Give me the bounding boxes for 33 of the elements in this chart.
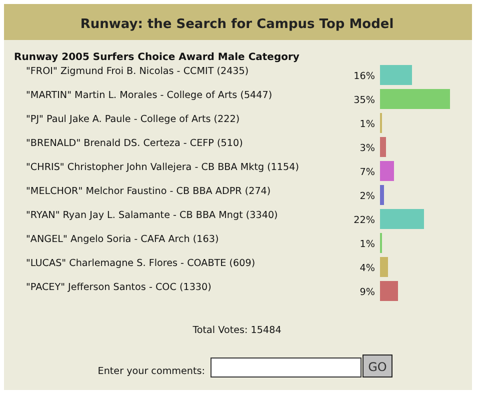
data-label: 16% (354, 71, 375, 82)
bar (380, 161, 394, 181)
text: Enter your comments: (98, 366, 205, 377)
data-label: 4% (360, 263, 375, 274)
data-label: 35% (354, 95, 375, 106)
y-tick-label: "PACEY" Jefferson Santos - COC (1330) (26, 282, 212, 293)
data-label: 22% (354, 215, 375, 226)
y-tick-label: "PJ" Paul Jake A. Paule - College of Arts (222) (26, 114, 240, 125)
text: Runway 2005 Surfers Choice Award Male Category (14, 52, 300, 63)
y-tick-label: "BRENALD" Brenald DS. Certeza - CEFP (510) (26, 138, 243, 149)
bar (380, 65, 412, 85)
bar (380, 257, 388, 277)
y-tick-label: "RYAN" Ryan Jay L. Salamante - CB BBA Mngt (3340) (26, 210, 278, 221)
bar (380, 185, 384, 205)
data-label: 1% (360, 239, 375, 250)
data-label: 2% (360, 191, 375, 202)
bar (380, 209, 424, 229)
y-tick-label: "MARTIN" Martin L. Morales - College of Arts (5447) (26, 90, 272, 101)
y-tick-label: "CHRIS" Christopher John Vallejera - CB BBA Mktg (1154) (26, 162, 299, 173)
y-tick-label: "MELCHOR" Melchor Faustino - CB BBA ADPR (274) (26, 186, 271, 197)
y-tick-label: "ANGEL" Angelo Soria - CAFA Arch (163) (26, 234, 219, 245)
bar (380, 137, 386, 157)
bar (380, 281, 398, 301)
data-label: 7% (360, 167, 375, 178)
y-tick-label: "LUCAS" Charlemagne S. Flores - COABTE (609) (26, 258, 256, 269)
y-tick-label: "FROI" Zigmund Froi B. Nicolas - CCMIT (2435) (26, 66, 249, 77)
data-label: 9% (360, 287, 375, 298)
text: Runway: the Search for Campus Top Model (80, 17, 394, 32)
button: GO (362, 354, 392, 378)
data-label: 3% (360, 143, 375, 154)
bar (380, 89, 450, 109)
data-label: 1% (360, 119, 375, 130)
text: Total Votes: 15484 (192, 325, 282, 336)
